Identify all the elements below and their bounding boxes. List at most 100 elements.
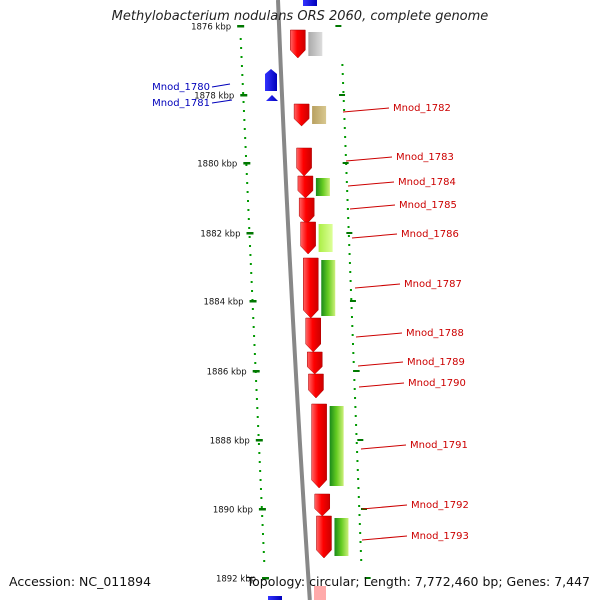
ruler-tick <box>258 508 266 511</box>
ruler-dot <box>250 281 253 283</box>
gene-feature-block <box>329 406 344 486</box>
outer-track-tick <box>349 300 356 302</box>
gene-label-right[interactable]: Mnod_1791 <box>410 440 468 451</box>
gene-feature-block <box>321 260 336 316</box>
ruler-dot <box>253 335 256 337</box>
ruler-dot <box>241 83 244 85</box>
outer-track-dot <box>353 379 356 381</box>
gene-label-right[interactable]: Mnod_1793 <box>411 531 469 542</box>
ruler-tick <box>262 577 270 580</box>
outer-track-dot <box>341 73 344 75</box>
gene-label-right[interactable]: Mnod_1785 <box>399 200 457 211</box>
outer-track-dot <box>346 208 349 210</box>
gene-leader-line <box>361 535 408 541</box>
ruler-label: 1880 kbp <box>197 160 237 170</box>
outer-track-dot <box>347 235 350 237</box>
topology-label: Topology: circular; Length: 7,772,460 bp… <box>246 574 590 589</box>
ruler-dot <box>247 218 250 220</box>
ruler-dot <box>243 119 246 121</box>
ruler-dot <box>258 461 261 463</box>
gene-leader-line <box>358 382 405 388</box>
ruler-tick <box>252 370 260 373</box>
gene-label-left[interactable]: Mnod_1781 <box>152 98 210 109</box>
outer-track-dot <box>343 109 346 111</box>
outer-track-dot <box>359 550 362 552</box>
gene-feature-block <box>334 518 349 556</box>
ruler-dot <box>242 92 245 94</box>
gene-label-right[interactable]: Mnod_1790 <box>408 378 466 389</box>
ruler-dot <box>248 227 251 229</box>
forward-gene-arrow <box>298 197 315 225</box>
gene-feature-block <box>312 106 327 124</box>
outer-track-dot <box>348 262 351 264</box>
reverse-gene-arrow <box>303 0 317 6</box>
outer-track-tick <box>339 94 346 96</box>
ruler-dot <box>263 560 266 562</box>
ruler-dot <box>261 524 264 526</box>
ruler-label: 1878 kbp <box>194 92 234 102</box>
outer-track-dot <box>351 343 354 345</box>
gene-label-right[interactable]: Mnod_1789 <box>407 357 465 368</box>
outer-track-tick <box>346 232 353 234</box>
gene-label-right[interactable]: Mnod_1787 <box>404 279 462 290</box>
forward-gene-arrow <box>314 493 331 517</box>
ruler-dot <box>245 164 248 166</box>
gene-leader-line <box>361 504 408 510</box>
gene-leader-line <box>357 361 404 367</box>
outer-track-dot <box>354 415 357 417</box>
gene-label-right[interactable]: Mnod_1783 <box>396 152 454 163</box>
gene-label-right[interactable]: Mnod_1784 <box>398 177 456 188</box>
outer-track-dot <box>356 460 359 462</box>
outer-track-dot <box>359 541 362 543</box>
outer-track-dot <box>341 64 344 66</box>
outer-track-tick <box>364 577 371 579</box>
gene-label-right[interactable]: Mnod_1788 <box>406 328 464 339</box>
ruler-dot <box>255 389 258 391</box>
gene-leader-line <box>211 83 231 88</box>
outer-track-dot <box>351 334 354 336</box>
outer-track-dot <box>342 82 345 84</box>
outer-track-dot <box>348 244 351 246</box>
outer-track-tick <box>353 370 360 372</box>
outer-track-dot <box>358 514 361 516</box>
ruler-dot <box>241 74 244 76</box>
outer-track-tick <box>342 162 349 164</box>
outer-track-dot <box>357 496 360 498</box>
ruler-dot <box>253 344 256 346</box>
reverse-gene-arrow <box>265 69 277 91</box>
ruler-label: 1890 kbp <box>213 506 253 516</box>
ruler-tick <box>240 94 248 97</box>
ruler-tick <box>243 162 251 165</box>
gene-leader-line <box>360 444 407 450</box>
outer-track-dot <box>350 316 353 318</box>
ruler-dot <box>246 182 249 184</box>
ruler-dot <box>239 38 242 40</box>
outer-track-dot <box>359 532 362 534</box>
forward-gene-arrow <box>308 373 324 399</box>
gene-label-left[interactable]: Mnod_1780 <box>152 82 210 93</box>
ruler-dot <box>242 101 245 103</box>
ruler-dot <box>246 191 249 193</box>
ruler-dot <box>257 434 260 436</box>
gene-label-right[interactable]: Mnod_1792 <box>411 500 469 511</box>
ruler-tick <box>246 232 254 235</box>
outer-track-dot <box>345 172 348 174</box>
ruler-dot <box>244 146 247 148</box>
ruler-dot <box>257 425 260 427</box>
forward-gene-arrow <box>297 175 314 199</box>
ruler-dot <box>256 407 259 409</box>
gene-leader-line <box>345 156 393 162</box>
gene-leader-line <box>342 107 390 113</box>
outer-track-dot <box>343 118 346 120</box>
outer-track-dot <box>344 145 347 147</box>
ruler-dot <box>248 236 251 238</box>
gene-label-right[interactable]: Mnod_1782 <box>393 103 451 114</box>
ruler-dot <box>249 254 252 256</box>
ruler-label: 1876 kbp <box>191 23 231 33</box>
ruler-dot <box>240 47 243 49</box>
ruler-dot <box>251 290 254 292</box>
ruler-dot <box>256 416 259 418</box>
outer-track-dot <box>360 559 363 561</box>
gene-label-right[interactable]: Mnod_1786 <box>401 229 459 240</box>
